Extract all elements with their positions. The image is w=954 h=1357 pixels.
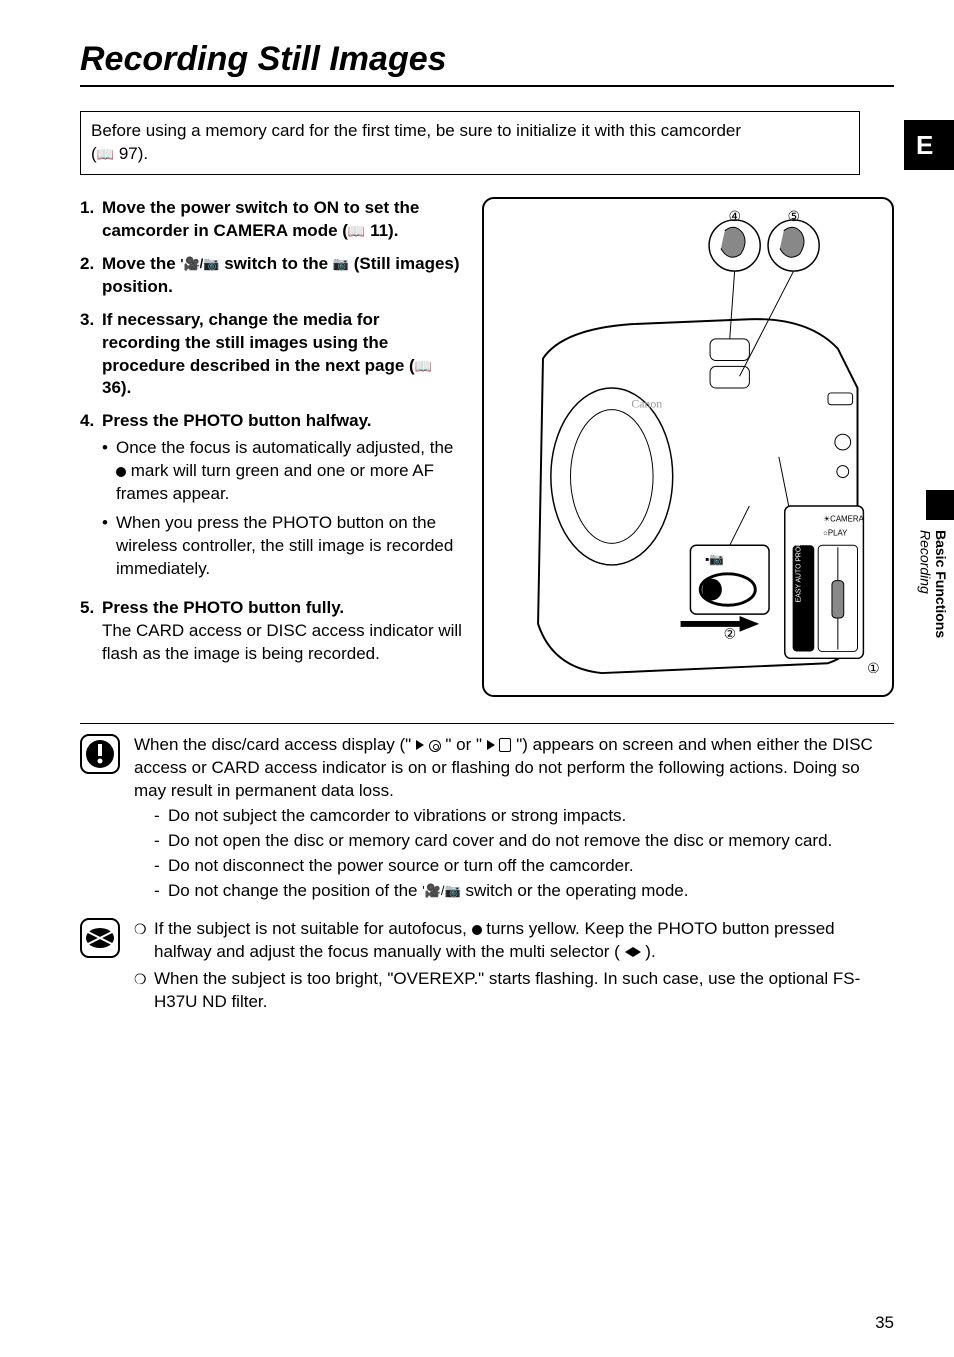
intro-text: Before using a memory card for the first… xyxy=(91,121,741,140)
svg-text:Canon: Canon xyxy=(632,397,663,411)
step-text: If necessary, change the media for recor… xyxy=(102,310,415,375)
step-head: Press the PHOTO button fully. xyxy=(102,598,344,617)
warning-icon xyxy=(80,734,120,774)
warn-item: Do not change the position of the '🎥/📷 s… xyxy=(154,880,894,903)
svg-text:☀CAMERA: ☀CAMERA xyxy=(823,515,864,524)
warn-item: Do not subject the camcorder to vibratio… xyxy=(154,805,894,828)
step-3: 3. If necessary, change the media for re… xyxy=(80,309,462,401)
play-icon xyxy=(487,740,495,750)
page-number: 35 xyxy=(875,1313,894,1333)
step-num: 3. xyxy=(80,309,102,401)
svg-text:EASY AUTO PROG: EASY AUTO PROG xyxy=(796,541,803,602)
movie-still-switch-icon: '🎥/📷 xyxy=(422,883,460,898)
warn-item-text: switch or the operating mode. xyxy=(461,881,689,900)
book-icon: 📖 xyxy=(97,146,114,162)
callout-2: ② xyxy=(724,627,736,642)
intro-ref: 97). xyxy=(114,144,148,163)
step-ref: 36). xyxy=(102,378,131,397)
focus-dot-icon xyxy=(472,925,482,935)
card-icon xyxy=(499,738,511,752)
step-4: 4. Press the PHOTO button halfway. Once … xyxy=(80,410,462,587)
section-tab: E xyxy=(904,120,954,170)
step-num: 4. xyxy=(80,410,102,587)
side-label-bold: Basic Functions xyxy=(933,530,949,638)
note-text: ). xyxy=(641,942,656,961)
notes-list: If the subject is not suitable for autof… xyxy=(134,918,894,1014)
step-num: 5. xyxy=(80,597,102,666)
step-2: 2. Move the '🎥/📷 switch to the 📷 (Still … xyxy=(80,253,462,299)
warn-item: Do not disconnect the power source or tu… xyxy=(154,855,894,878)
camcorder-illustration: ④ ⑤ Canon ▪📷 ② xyxy=(482,197,894,697)
movie-still-switch-icon: '🎥/📷 xyxy=(180,256,219,271)
step-head: Press the PHOTO button halfway. xyxy=(102,411,372,430)
left-arrow-icon xyxy=(625,947,633,957)
warn-item: Do not open the disc or memory card cove… xyxy=(154,830,894,853)
warn-list: Do not subject the camcorder to vibratio… xyxy=(154,805,894,903)
callout-1: ① xyxy=(867,661,879,676)
bullet-text: mark will turn green and one or more AF … xyxy=(116,461,434,503)
bullet-item: When you press the PHOTO button on the w… xyxy=(102,512,462,581)
step-bullets: Once the focus is automatically adjusted… xyxy=(102,437,462,581)
svg-text:▪📷: ▪📷 xyxy=(705,553,724,566)
intro-box: Before using a memory card for the first… xyxy=(80,111,860,175)
disc-icon xyxy=(429,740,441,752)
right-arrow-icon xyxy=(633,947,641,957)
bullet-text: Once the focus is automatically adjusted… xyxy=(116,438,453,457)
title-divider xyxy=(80,85,894,87)
note-text: If the subject is not suitable for autof… xyxy=(154,919,472,938)
step-5: 5. Press the PHOTO button fully. The CAR… xyxy=(80,597,462,666)
illustration-svg: ④ ⑤ Canon ▪📷 ② xyxy=(484,199,892,695)
warn-text: " or " xyxy=(441,735,487,754)
svg-text:○PLAY: ○PLAY xyxy=(823,528,848,537)
step-head: Move the power switch to ON to set the c… xyxy=(102,198,419,240)
steps-column: 1. Move the power switch to ON to set th… xyxy=(80,197,462,697)
step-num: 1. xyxy=(80,197,102,243)
book-icon: 📖 xyxy=(348,223,365,239)
notes-section: If the subject is not suitable for autof… xyxy=(80,918,894,1018)
step-text: switch to the xyxy=(219,254,332,273)
step-head: If necessary, change the media for recor… xyxy=(102,310,432,398)
warn-item-text: Do not change the position of the xyxy=(168,881,422,900)
step-head: Move the '🎥/📷 switch to the 📷 (Still ima… xyxy=(102,254,460,296)
note-item: If the subject is not suitable for autof… xyxy=(134,918,894,964)
step-body-text: The CARD access or DISC access indicator… xyxy=(102,620,462,666)
step-1: 1. Move the power switch to ON to set th… xyxy=(80,197,462,243)
focus-dot-icon xyxy=(116,467,126,477)
callout-4: ④ xyxy=(729,209,741,224)
warning-section: When the disc/card access display (" " o… xyxy=(80,723,894,905)
book-icon: 📖 xyxy=(415,358,432,374)
note-icon xyxy=(80,918,120,958)
callout-5: ⑤ xyxy=(788,209,800,224)
side-label: Basic Functions Recording xyxy=(917,530,948,638)
play-icon xyxy=(416,740,424,750)
step-text: Move the xyxy=(102,254,180,273)
camera-icon: 📷 xyxy=(333,256,349,271)
step-num: 2. xyxy=(80,253,102,299)
section-marker xyxy=(926,490,954,520)
page-title: Recording Still Images xyxy=(80,40,894,79)
step-ref: 11). xyxy=(365,221,398,240)
warn-text: When the disc/card access display (" xyxy=(134,735,416,754)
bullet-item: Once the focus is automatically adjusted… xyxy=(102,437,462,506)
side-label-italic: Recording xyxy=(918,530,934,594)
note-item: When the subject is too bright, "OVEREXP… xyxy=(134,968,894,1014)
